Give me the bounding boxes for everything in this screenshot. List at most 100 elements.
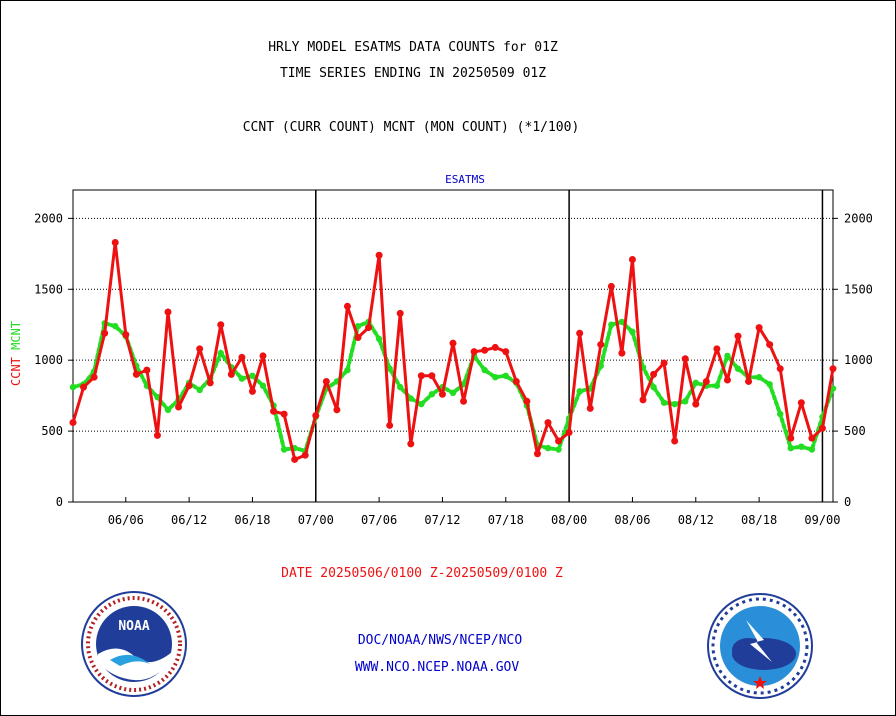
point-mcnt bbox=[217, 349, 224, 357]
point-mcnt bbox=[502, 372, 509, 379]
point-mcnt bbox=[428, 391, 436, 398]
series bbox=[69, 238, 837, 463]
point-mcnt bbox=[597, 362, 604, 370]
chart-subtitle: CCNT (CURR COUNT) MCNT (MON COUNT) (*1/1… bbox=[242, 120, 580, 135]
date-range-label: DATE 20250506/0100 Z-20250509/0100 Z bbox=[281, 566, 563, 581]
point-mcnt bbox=[576, 388, 583, 395]
point-mcnt bbox=[682, 398, 689, 405]
y-axis-label-mcnt: MCNT bbox=[9, 321, 23, 350]
point-mcnt bbox=[69, 383, 77, 391]
plot-frame bbox=[72, 189, 834, 503]
point-mcnt bbox=[724, 352, 731, 360]
point-ccnt bbox=[533, 450, 541, 458]
point-ccnt bbox=[301, 451, 309, 459]
point-ccnt bbox=[597, 341, 605, 349]
point-ccnt bbox=[122, 331, 130, 339]
point-ccnt bbox=[776, 365, 784, 373]
x-tick-label: 06/18 bbox=[234, 513, 270, 527]
point-ccnt bbox=[829, 365, 837, 373]
point-mcnt bbox=[492, 374, 499, 381]
y-axis-label: CCNT MCNT bbox=[9, 321, 23, 386]
point-mcnt bbox=[618, 318, 626, 326]
point-ccnt bbox=[101, 329, 109, 337]
point-mcnt bbox=[629, 328, 636, 336]
point-mcnt bbox=[713, 382, 721, 389]
svg-text:NOAA: NOAA bbox=[118, 619, 149, 634]
x-tick-label: 07/18 bbox=[488, 513, 524, 527]
website-link[interactable]: WWW.NCO.NCEP.NOAA.GOV bbox=[354, 660, 520, 675]
point-ccnt bbox=[734, 332, 742, 340]
point-ccnt bbox=[238, 353, 246, 361]
point-ccnt bbox=[628, 255, 636, 263]
point-mcnt bbox=[692, 379, 699, 387]
point-ccnt bbox=[322, 377, 330, 385]
point-ccnt bbox=[523, 397, 531, 405]
point-mcnt bbox=[829, 385, 837, 392]
noaa-logo-icon: NOAA bbox=[81, 591, 187, 697]
point-ccnt bbox=[681, 355, 689, 363]
axis-labels: 0 0 500 500 1000 1000 1500 1500 2000 2000 06/06 06/… bbox=[9, 173, 873, 527]
point-ccnt bbox=[270, 407, 278, 415]
point-ccnt bbox=[333, 406, 341, 414]
point-ccnt bbox=[206, 379, 214, 387]
point-mcnt bbox=[397, 383, 404, 391]
x-tick-label: 07/00 bbox=[298, 513, 334, 527]
x-tick-label: 08/18 bbox=[741, 513, 777, 527]
x-tick-label: 06/12 bbox=[171, 513, 207, 527]
grid-lines bbox=[73, 190, 833, 502]
point-ccnt bbox=[650, 370, 658, 378]
point-ccnt bbox=[702, 377, 710, 385]
point-mcnt bbox=[344, 366, 351, 374]
point-mcnt bbox=[766, 381, 773, 388]
point-ccnt bbox=[565, 429, 573, 437]
point-ccnt bbox=[745, 377, 753, 385]
point-ccnt bbox=[470, 348, 478, 356]
point-mcnt bbox=[755, 374, 763, 381]
point-ccnt bbox=[723, 376, 731, 384]
point-ccnt bbox=[639, 396, 647, 404]
point-ccnt bbox=[449, 339, 457, 347]
point-ccnt bbox=[185, 382, 193, 390]
point-mcnt bbox=[164, 406, 172, 414]
point-ccnt bbox=[787, 434, 795, 442]
point-ccnt bbox=[396, 309, 404, 317]
point-ccnt bbox=[586, 404, 594, 412]
y-tick-label-left: 1500 bbox=[34, 282, 63, 296]
point-ccnt bbox=[576, 329, 584, 337]
nws-logo-icon bbox=[707, 593, 813, 699]
org-path-label: DOC/NOAA/NWS/NCEP/NCO bbox=[357, 633, 523, 648]
point-mcnt bbox=[798, 443, 805, 450]
point-mcnt bbox=[386, 365, 393, 372]
y-tick-label-right: 0 bbox=[844, 495, 851, 509]
point-ccnt bbox=[375, 251, 383, 259]
point-ccnt bbox=[69, 419, 77, 427]
point-ccnt bbox=[354, 333, 362, 341]
point-ccnt bbox=[460, 397, 468, 405]
chart-title-line1: HRLY MODEL ESATMS DATA COUNTS for 01Z bbox=[268, 40, 558, 55]
point-ccnt bbox=[755, 324, 763, 332]
y-tick-label-left: 1000 bbox=[34, 353, 63, 367]
point-mcnt bbox=[481, 366, 488, 374]
point-ccnt bbox=[766, 341, 774, 349]
point-ccnt bbox=[90, 373, 98, 381]
point-mcnt bbox=[544, 444, 552, 452]
point-ccnt bbox=[259, 352, 267, 360]
point-mcnt bbox=[650, 383, 657, 391]
point-ccnt bbox=[491, 343, 499, 351]
point-ccnt bbox=[80, 383, 88, 391]
y-tick-label-left: 2000 bbox=[34, 211, 63, 225]
point-ccnt bbox=[111, 238, 119, 246]
point-mcnt bbox=[555, 446, 562, 453]
chart-title-line2: TIME SERIES ENDING IN 20250509 01Z bbox=[279, 66, 547, 81]
point-ccnt bbox=[227, 370, 235, 378]
point-ccnt bbox=[671, 437, 679, 445]
point-ccnt bbox=[428, 372, 436, 380]
point-ccnt bbox=[660, 359, 668, 367]
y-tick-label-right: 500 bbox=[844, 424, 866, 438]
point-ccnt bbox=[365, 324, 373, 332]
point-mcnt bbox=[734, 365, 742, 372]
point-mcnt bbox=[112, 322, 119, 330]
point-ccnt bbox=[544, 419, 552, 427]
point-ccnt bbox=[196, 345, 204, 353]
point-ccnt bbox=[797, 399, 805, 407]
